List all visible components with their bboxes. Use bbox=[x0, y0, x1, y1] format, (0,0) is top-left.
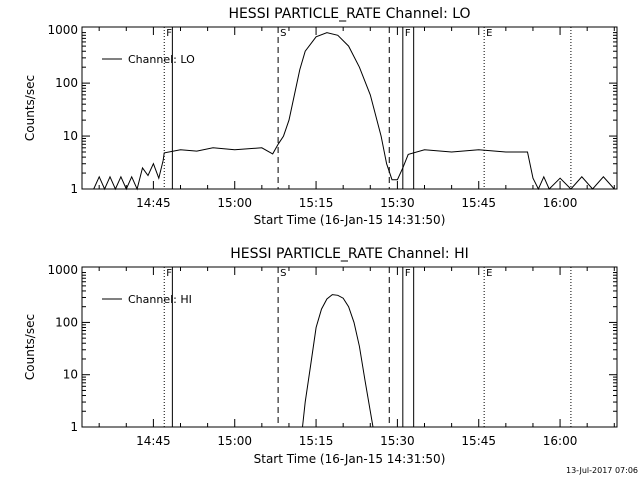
event-marker-label: F bbox=[166, 28, 172, 39]
y-tick-label: 1 bbox=[70, 420, 78, 434]
x-tick-label: 15:30 bbox=[380, 434, 415, 448]
hi-channel-panel: HESSI PARTICLE_RATE Channel: HI 14:45 15:0… bbox=[23, 246, 618, 466]
x-tick-label: 15:15 bbox=[299, 196, 334, 210]
x-tick-label: 15:45 bbox=[461, 434, 496, 448]
render-timestamp: 13-Jul-2017 07:06 bbox=[565, 466, 638, 475]
x-tick-label: 16:00 bbox=[543, 196, 578, 210]
x-tick-label: 15:30 bbox=[380, 196, 415, 210]
x-tick-label: 15:15 bbox=[299, 434, 334, 448]
event-marker-label: S bbox=[280, 268, 286, 279]
y-tick-label: 1 bbox=[70, 182, 78, 196]
x-tick-label: 15:00 bbox=[217, 434, 252, 448]
y-axis-label: Counts/sec bbox=[23, 75, 37, 141]
y-tick-label: 10 bbox=[63, 129, 78, 143]
x-tick-label: 15:00 bbox=[217, 196, 252, 210]
x-axis-label: Start Time (16-Jan-15 14:31:50) bbox=[254, 452, 446, 466]
y-tick-label: 100 bbox=[55, 76, 78, 90]
event-marker-label: F bbox=[405, 268, 411, 279]
y-tick-label: 1000 bbox=[47, 23, 78, 37]
event-marker-label: S bbox=[280, 28, 286, 39]
event-marker-label: F bbox=[405, 28, 411, 39]
chart-title: HESSI PARTICLE_RATE Channel: HI bbox=[230, 246, 468, 262]
y-axis-label: Counts/sec bbox=[23, 314, 37, 380]
x-tick-label: 14:45 bbox=[136, 196, 171, 210]
chart-title: HESSI PARTICLE_RATE Channel: LO bbox=[228, 6, 470, 22]
x-tick-label: 16:00 bbox=[543, 434, 578, 448]
x-tick-label: 15:45 bbox=[461, 196, 496, 210]
y-tick-label: 100 bbox=[55, 315, 78, 329]
rate-series-line bbox=[93, 32, 615, 191]
plot-frame bbox=[81, 266, 618, 428]
plot-frame bbox=[81, 26, 618, 190]
event-marker-label: E bbox=[486, 268, 492, 279]
legend-label: Channel: HI bbox=[128, 293, 192, 306]
lo-channel-panel: HESSI PARTICLE_RATE Channel: LO 14:45 15:0… bbox=[23, 6, 618, 227]
x-axis-label: Start Time (16-Jan-15 14:31:50) bbox=[254, 213, 446, 227]
event-marker-label: E bbox=[486, 28, 492, 39]
y-tick-label: 10 bbox=[63, 368, 78, 382]
x-tick-label: 14:45 bbox=[136, 434, 171, 448]
y-tick-label: 1000 bbox=[47, 263, 78, 277]
rate-series-line bbox=[302, 294, 374, 428]
legend-label: Channel: LO bbox=[128, 53, 195, 66]
event-marker-label: F bbox=[166, 268, 172, 279]
